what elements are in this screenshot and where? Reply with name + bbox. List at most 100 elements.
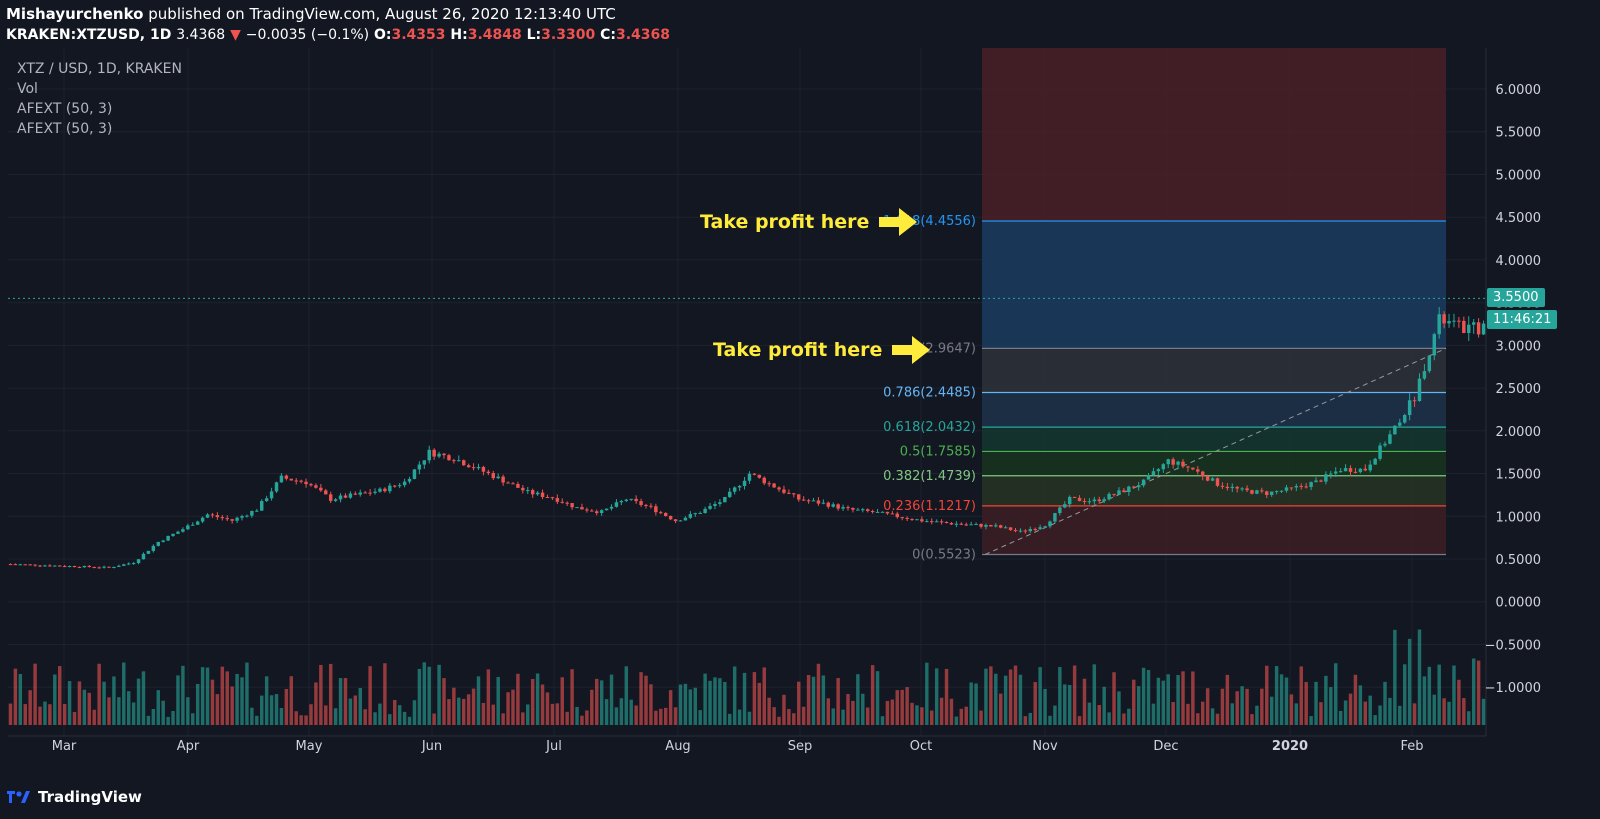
candle-body[interactable] xyxy=(856,509,860,511)
candle-body[interactable] xyxy=(1102,499,1106,502)
candle-body[interactable] xyxy=(324,490,328,495)
candle-body[interactable] xyxy=(880,511,885,513)
candle-body[interactable] xyxy=(1314,480,1318,483)
candle-body[interactable] xyxy=(427,449,431,461)
candle-body[interactable] xyxy=(530,490,535,495)
candle-body[interactable] xyxy=(1136,485,1141,488)
candle-body[interactable] xyxy=(639,501,643,505)
candle-body[interactable] xyxy=(821,502,826,504)
candle-body[interactable] xyxy=(1481,323,1486,335)
candle-body[interactable] xyxy=(540,492,545,498)
candle-body[interactable] xyxy=(875,511,880,513)
candle-body[interactable] xyxy=(1304,486,1308,488)
candle-body[interactable] xyxy=(964,524,968,526)
candle-body[interactable] xyxy=(565,502,569,504)
candle-body[interactable] xyxy=(900,517,904,519)
candle-body[interactable] xyxy=(1215,478,1220,486)
candle-body[interactable] xyxy=(200,517,205,522)
candle-body[interactable] xyxy=(1077,497,1082,502)
candle-body[interactable] xyxy=(53,565,57,567)
candle-body[interactable] xyxy=(363,492,367,494)
candle-body[interactable] xyxy=(718,502,722,504)
candle-body[interactable] xyxy=(703,508,707,514)
candle-body[interactable] xyxy=(1398,422,1402,426)
candle-body[interactable] xyxy=(1358,468,1363,473)
candle-body[interactable] xyxy=(663,512,668,516)
candle-body[interactable] xyxy=(156,541,160,546)
candle-body[interactable] xyxy=(984,525,988,527)
candle-body[interactable] xyxy=(1343,468,1348,472)
candle-body[interactable] xyxy=(1018,530,1023,532)
candle-body[interactable] xyxy=(309,484,313,486)
candle-body[interactable] xyxy=(1210,478,1215,481)
candle-body[interactable] xyxy=(1260,490,1264,492)
candle-body[interactable] xyxy=(92,566,96,568)
candle-body[interactable] xyxy=(1363,468,1368,471)
candle-body[interactable] xyxy=(841,507,845,509)
candle-body[interactable] xyxy=(1122,490,1126,493)
legend-volume[interactable]: Vol xyxy=(17,81,38,97)
candle-body[interactable] xyxy=(1151,471,1156,476)
candle-body[interactable] xyxy=(570,503,574,508)
candle-body[interactable] xyxy=(314,485,318,488)
candle-body[interactable] xyxy=(457,460,461,462)
candle-body[interactable] xyxy=(1432,334,1436,356)
candle-body[interactable] xyxy=(240,516,244,518)
candle-body[interactable] xyxy=(1422,371,1427,379)
candle-body[interactable] xyxy=(649,505,653,507)
candle-body[interactable] xyxy=(974,524,978,526)
candle-body[interactable] xyxy=(72,566,77,568)
candle-body[interactable] xyxy=(693,513,697,515)
candle-body[interactable] xyxy=(176,531,180,534)
candle-body[interactable] xyxy=(1186,466,1190,468)
candle-body[interactable] xyxy=(994,525,998,527)
candle-body[interactable] xyxy=(1265,491,1269,495)
candle-body[interactable] xyxy=(1067,496,1072,505)
candle-body[interactable] xyxy=(417,464,422,470)
candle-body[interactable] xyxy=(915,519,919,521)
candle-body[interactable] xyxy=(767,483,771,485)
candle-body[interactable] xyxy=(954,523,959,525)
candle-body[interactable] xyxy=(186,525,190,530)
candle-body[interactable] xyxy=(1097,499,1101,502)
candle-body[interactable] xyxy=(723,496,727,503)
candle-body[interactable] xyxy=(1048,521,1052,527)
candle-body[interactable] xyxy=(1127,486,1131,493)
candle-body[interactable] xyxy=(1176,461,1180,465)
candle-body[interactable] xyxy=(604,508,609,511)
candle-body[interactable] xyxy=(683,517,688,521)
candle-body[interactable] xyxy=(654,506,658,513)
candle-body[interactable] xyxy=(319,487,323,491)
candle-body[interactable] xyxy=(1457,320,1461,322)
candle-body[interactable] xyxy=(1284,487,1289,491)
candle-body[interactable] xyxy=(1462,320,1466,334)
candle-body[interactable] xyxy=(476,466,481,469)
candle-body[interactable] xyxy=(526,490,530,492)
candle-body[interactable] xyxy=(595,511,599,514)
candle-body[interactable] xyxy=(1402,415,1407,423)
candle-body[interactable] xyxy=(422,460,427,465)
candle-body[interactable] xyxy=(979,524,983,527)
candle-body[interactable] xyxy=(1289,487,1294,489)
candle-body[interactable] xyxy=(1378,445,1382,459)
candle-body[interactable] xyxy=(412,469,417,479)
candle-body[interactable] xyxy=(560,501,564,503)
candle-body[interactable] xyxy=(1028,529,1033,532)
candle-body[interactable] xyxy=(905,517,909,519)
candle-body[interactable] xyxy=(762,477,766,484)
candle-body[interactable] xyxy=(1245,488,1249,491)
candle-body[interactable] xyxy=(210,514,215,516)
candle-body[interactable] xyxy=(1181,461,1185,467)
candle-body[interactable] xyxy=(1132,486,1136,488)
candle-body[interactable] xyxy=(264,498,269,502)
candle-body[interactable] xyxy=(33,564,37,566)
candle-body[interactable] xyxy=(117,565,121,567)
candle-body[interactable] xyxy=(486,471,491,474)
candle-body[interactable] xyxy=(131,563,136,565)
candle-body[interactable] xyxy=(393,485,397,487)
candle-body[interactable] xyxy=(590,510,594,512)
candle-body[interactable] xyxy=(885,511,890,514)
candle-body[interactable] xyxy=(644,504,648,506)
candle-body[interactable] xyxy=(836,504,840,509)
candle-body[interactable] xyxy=(870,510,875,513)
